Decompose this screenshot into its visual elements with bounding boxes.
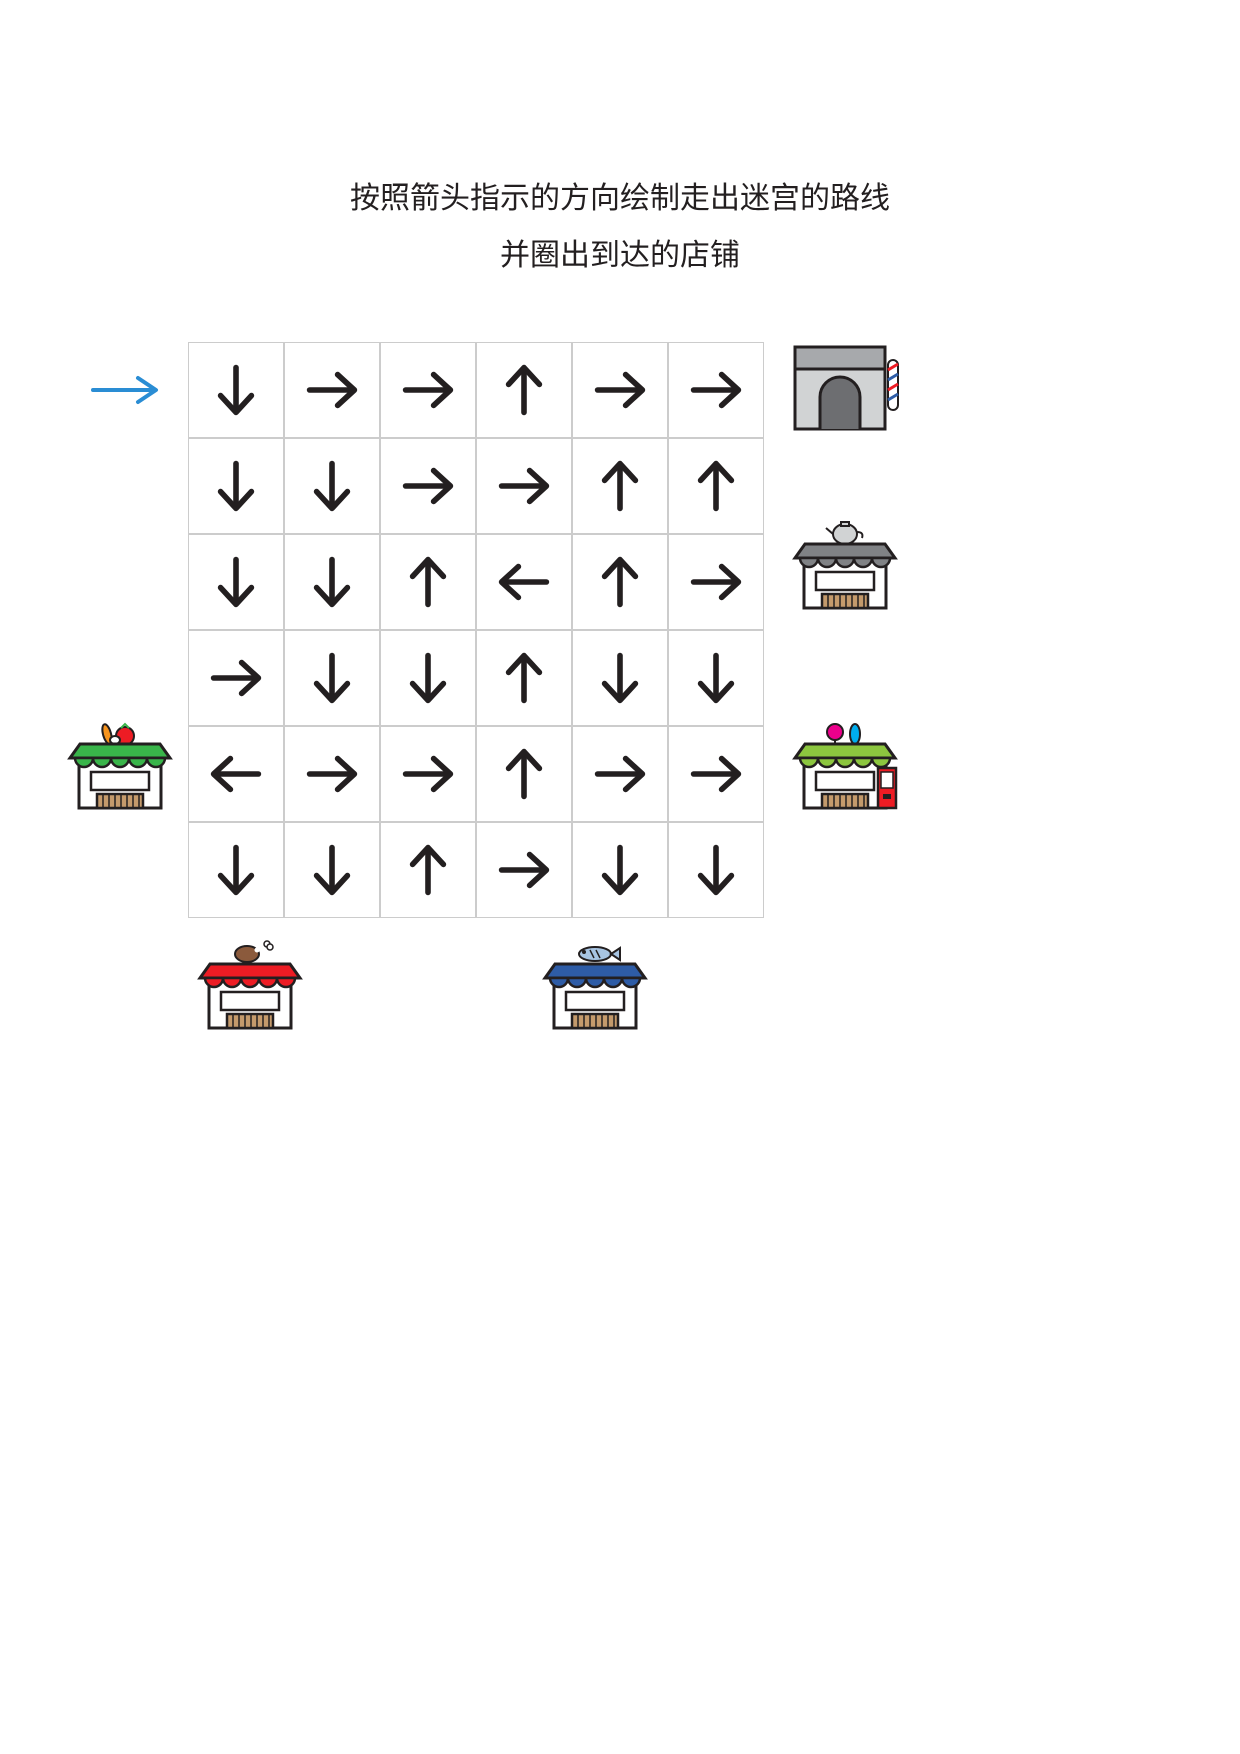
maze-cell <box>284 822 380 918</box>
maze-cell <box>380 726 476 822</box>
maze-cell <box>572 822 668 918</box>
maze-cell <box>476 342 572 438</box>
maze-cell <box>284 534 380 630</box>
maze-cell <box>188 822 284 918</box>
shop-meat-icon <box>195 940 305 1030</box>
maze-cell <box>668 726 764 822</box>
maze-cell <box>572 534 668 630</box>
shop-candy-icon <box>790 720 900 810</box>
start-arrow-icon <box>88 370 168 410</box>
page: 按照箭头指示的方向绘制走出迷宫的路线 并圈出到达的店铺 <box>0 0 1240 1754</box>
maze-cell <box>572 630 668 726</box>
maze-cell <box>284 342 380 438</box>
maze-cell <box>284 438 380 534</box>
title-line-2: 并圈出到达的店铺 <box>0 227 1240 284</box>
maze-cell <box>668 534 764 630</box>
shop-fish-icon <box>540 940 650 1030</box>
maze-cell <box>668 630 764 726</box>
maze-cell <box>188 534 284 630</box>
shop-tea-icon <box>790 520 900 610</box>
maze-cell <box>284 726 380 822</box>
maze-cell <box>668 342 764 438</box>
maze-cell <box>188 438 284 534</box>
shop-barber-icon <box>790 342 900 432</box>
shop-vegetable-icon <box>65 720 175 810</box>
maze-cell <box>476 630 572 726</box>
maze-cell <box>284 630 380 726</box>
maze-cell <box>380 438 476 534</box>
maze-cell <box>380 534 476 630</box>
maze-cell <box>188 630 284 726</box>
maze-cell <box>188 726 284 822</box>
maze-cell <box>188 342 284 438</box>
maze-cell <box>668 438 764 534</box>
maze-grid <box>188 342 764 918</box>
maze-cell <box>380 342 476 438</box>
maze-cell <box>380 822 476 918</box>
maze-cell <box>668 822 764 918</box>
title-block: 按照箭头指示的方向绘制走出迷宫的路线 并圈出到达的店铺 <box>0 170 1240 284</box>
maze-cell <box>476 438 572 534</box>
maze-cell <box>572 342 668 438</box>
maze-cell <box>380 630 476 726</box>
maze-cell <box>572 438 668 534</box>
title-line-1: 按照箭头指示的方向绘制走出迷宫的路线 <box>0 170 1240 227</box>
maze-cell <box>476 726 572 822</box>
maze-cell <box>476 822 572 918</box>
maze-cell <box>572 726 668 822</box>
maze-cell <box>476 534 572 630</box>
